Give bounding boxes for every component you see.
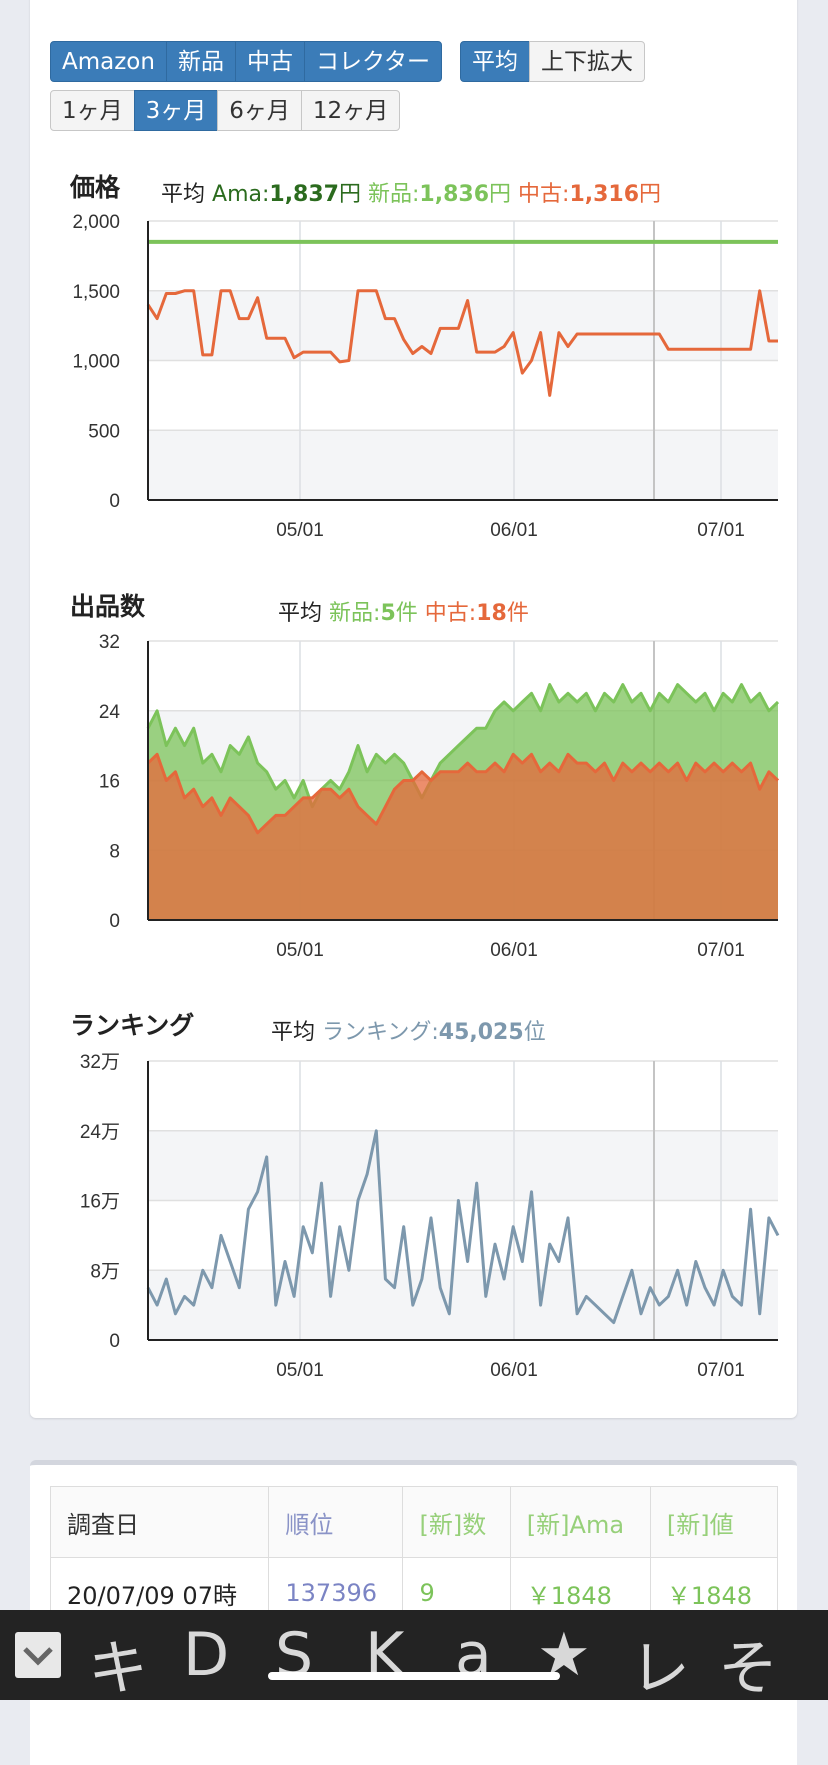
bottom-toolbar: キ D S K a ★ レ そ: [0, 1610, 828, 1704]
chart-band: [148, 1270, 778, 1340]
series-line-1-新品: [146, 683, 780, 809]
price-used-label: 中古:: [518, 182, 570, 207]
y-tick-label: 0: [109, 1331, 120, 1352]
offers-used-value: 18: [476, 601, 507, 626]
y-tick-label: 2,000: [72, 212, 120, 233]
toggle-amazon[interactable]: Amazon: [50, 41, 167, 82]
ranking-value: 45,025: [438, 1020, 524, 1045]
range-toggle-group: 1ヶ月 3ヶ月 6ヶ月 12ヶ月: [50, 90, 401, 131]
price-legend-prefix: 平均: [161, 182, 206, 207]
table-header: [新]値: [649, 1486, 779, 1558]
ranking-unit: 位: [523, 1020, 546, 1045]
x-tick-label: 05/01: [276, 1360, 324, 1381]
x-tick-label: 06/01: [490, 1360, 538, 1381]
x-tick-label: 06/01: [490, 520, 538, 541]
offers-legend: 平均 新品:5件 中古:18件: [278, 595, 529, 627]
home-indicator: [268, 1672, 560, 1680]
ranking-legend: 平均 ランキング:45,025位: [271, 1014, 546, 1046]
offers-used-label: 中古:: [424, 601, 477, 626]
y-tick-label: 0: [109, 911, 120, 932]
y-tick-label: 24: [99, 702, 121, 723]
toolbar-item-re[interactable]: レ: [630, 1634, 690, 1704]
price-new-unit: 円: [489, 182, 512, 207]
x-tick-label: 07/01: [697, 940, 745, 961]
price-ama-unit: 円: [338, 182, 361, 207]
series-line-2-ランキング: [146, 1129, 780, 1325]
toggle-used[interactable]: 中古: [234, 41, 305, 82]
price-used-value: 1,316: [569, 182, 640, 207]
y-tick-label: 8: [109, 841, 120, 862]
y-tick-label: 24万: [80, 1122, 120, 1143]
x-tick-label: 06/01: [490, 940, 538, 961]
y-tick-label: 16: [99, 772, 120, 793]
mode-toggle-group: 平均 上下拡大: [460, 41, 645, 82]
ranking-label: ランキング:: [322, 1020, 439, 1045]
y-tick-label: 0: [109, 491, 120, 512]
y-tick-label: 500: [88, 421, 120, 442]
table-header: [新]数: [402, 1486, 511, 1558]
offers-title: 出品数: [70, 592, 146, 621]
offers-new-value: 5: [380, 601, 396, 626]
y-tick-label: 16万: [80, 1192, 120, 1213]
range-6-months[interactable]: 6ヶ月: [217, 90, 302, 131]
toolbar-item-so[interactable]: そ: [718, 1634, 778, 1704]
offers-legend-prefix: 平均: [278, 601, 323, 626]
toggle-average[interactable]: 平均: [460, 41, 530, 82]
range-3-months[interactable]: 3ヶ月: [133, 90, 219, 131]
x-tick-label: 07/01: [697, 1360, 745, 1381]
table-header: 順位: [268, 1486, 404, 1558]
offers-new-label: 新品:: [329, 601, 381, 626]
table-header-row: 調査日 順位 [新]数 [新]Ama [新]値: [49, 1486, 779, 1558]
x-tick-label: 05/01: [276, 520, 324, 541]
series-area-1-中古: [148, 754, 778, 920]
y-tick-label: 8万: [90, 1261, 120, 1282]
series-line-0-中古: [146, 289, 778, 397]
chart-band: [148, 430, 778, 500]
table-header: 調査日: [49, 1486, 270, 1558]
toolbar-item-d[interactable]: D: [183, 1620, 230, 1690]
toolbar-item-ki[interactable]: キ: [88, 1634, 148, 1704]
y-tick-label: 1,500: [72, 282, 120, 303]
price-ama-value: 1,837: [269, 182, 339, 207]
offers-used-unit: 件: [506, 601, 529, 626]
price-ama-label: Ama:: [212, 182, 270, 207]
y-tick-label: 32万: [80, 1052, 120, 1073]
ranking-legend-prefix: 平均: [271, 1020, 316, 1045]
range-12-months[interactable]: 12ヶ月: [300, 90, 401, 131]
source-toggle-group: Amazon 新品 中古 コレクター: [50, 41, 443, 82]
x-tick-label: 05/01: [276, 940, 324, 961]
history-table: 調査日 順位 [新]数 [新]Ama [新]値 20/07/09 07時 137…: [49, 1486, 779, 1629]
chevron-down-icon[interactable]: [15, 1632, 61, 1678]
table-header: [新]Ama: [509, 1486, 651, 1558]
chart-band: [148, 1130, 778, 1201]
price-new-value: 1,836: [419, 182, 490, 207]
ranking-title: ランキング: [70, 1011, 195, 1040]
y-tick-label: 32: [99, 632, 120, 653]
price-legend: 平均 Ama:1,837円 新品:1,836円 中古:1,316円: [161, 176, 661, 208]
price-used-unit: 円: [639, 182, 662, 207]
offers-new-unit: 件: [395, 601, 418, 626]
toggle-collector[interactable]: コレクター: [303, 41, 443, 82]
toggle-zoom[interactable]: 上下拡大: [529, 41, 645, 82]
x-tick-label: 07/01: [697, 520, 745, 541]
y-tick-label: 1,000: [72, 352, 120, 373]
series-line-1-中古: [146, 752, 780, 835]
charts-svg: 0 500 1,000 1,500 2,000 05/01 06/01 07/01 0 8 16 24…: [72, 212, 780, 1381]
price-new-label: 新品:: [368, 182, 420, 207]
price-title: 価格: [70, 173, 121, 202]
